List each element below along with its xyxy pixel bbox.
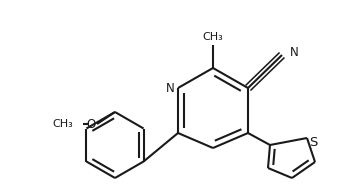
- Text: N: N: [290, 45, 299, 58]
- Text: N: N: [166, 82, 175, 95]
- Text: CH₃: CH₃: [52, 119, 73, 129]
- Text: CH₃: CH₃: [203, 32, 223, 42]
- Text: S: S: [309, 136, 318, 149]
- Text: O: O: [87, 118, 96, 131]
